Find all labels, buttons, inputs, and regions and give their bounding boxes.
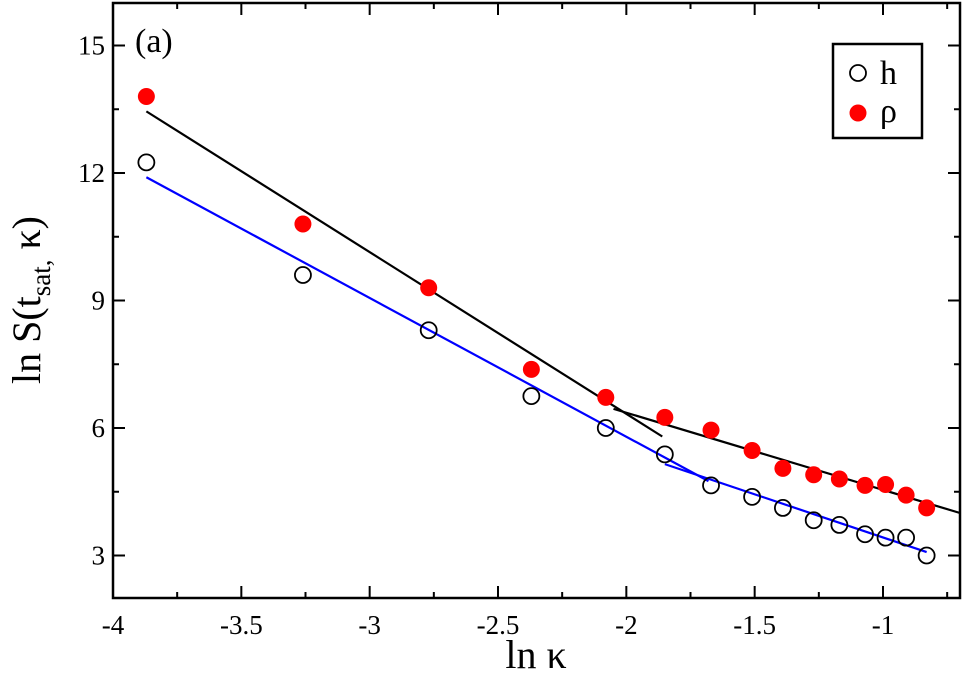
data-point-rho [702,421,720,439]
data-point-h [702,476,720,495]
data-point-h [419,321,438,340]
fit-line [145,110,663,438]
legend-marker-h [849,64,867,82]
data-point-h [897,528,915,547]
x-tick-label: -3 [358,610,381,640]
y-axis-label-subscript: sat, [26,259,56,296]
data-point-rho [420,279,438,297]
data-point-h [830,516,849,534]
data-point-h [294,266,312,284]
legend-box [831,42,924,140]
data-point-rho [877,476,895,494]
data-point-rho [597,388,615,406]
data-point-h [522,387,541,406]
y-axis-label: ln S(tsat, κ) [4,216,56,384]
y-tick-label: 9 [92,286,106,316]
data-point-h [804,511,823,530]
data-point-h [596,419,615,437]
legend: h ρ [831,42,924,140]
data-point-rho [774,459,792,477]
x-tick-label: -2 [615,610,638,640]
data-point-h [655,445,674,464]
y-tick-label: 3 [92,541,106,571]
data-point-rho [522,360,540,378]
x-tick-label: -1.5 [733,610,776,640]
y-tick-label: 12 [78,158,105,188]
legend-label-rho: ρ [880,93,897,130]
data-point-rho [743,442,761,460]
x-axis-ticks: -4 -3.5 -3 -2.5 -2 -1.5 -1 [102,3,949,640]
x-tick-label: -3.5 [220,610,263,640]
y-tick-label: 15 [78,31,105,61]
data-point-h [774,498,792,517]
legend-marker-rho [849,104,867,122]
data-point-h [743,487,761,506]
data-point-rho [918,499,936,517]
data-point-h [856,525,874,544]
y-axis-label-prefix: ln S(t [4,296,49,384]
data-point-rho [897,486,915,504]
data-point-rho [830,470,848,488]
data-point-rho [805,466,823,484]
y-axis-label-suffix: κ) [4,216,49,259]
data-point-h [137,153,156,172]
fit-line [664,463,927,554]
data-point-h [917,546,936,565]
data-point-rho [294,215,312,233]
x-tick-label: -4 [102,610,125,640]
fit-line [145,176,709,483]
legend-label-h: h [880,55,897,92]
panel-label: (a) [135,23,173,60]
data-point-h [876,528,895,547]
data-point-rho [656,408,674,426]
data-points [137,88,936,565]
y-axis-ticks: 3 6 9 12 15 [78,31,960,571]
x-tick-label: -1 [872,610,895,640]
x-axis-label: ln κ [505,632,566,675]
data-point-rho [137,88,155,105]
y-tick-label: 6 [92,413,106,443]
x-tick-label: -2.5 [477,610,520,640]
data-point-rho [856,476,874,494]
